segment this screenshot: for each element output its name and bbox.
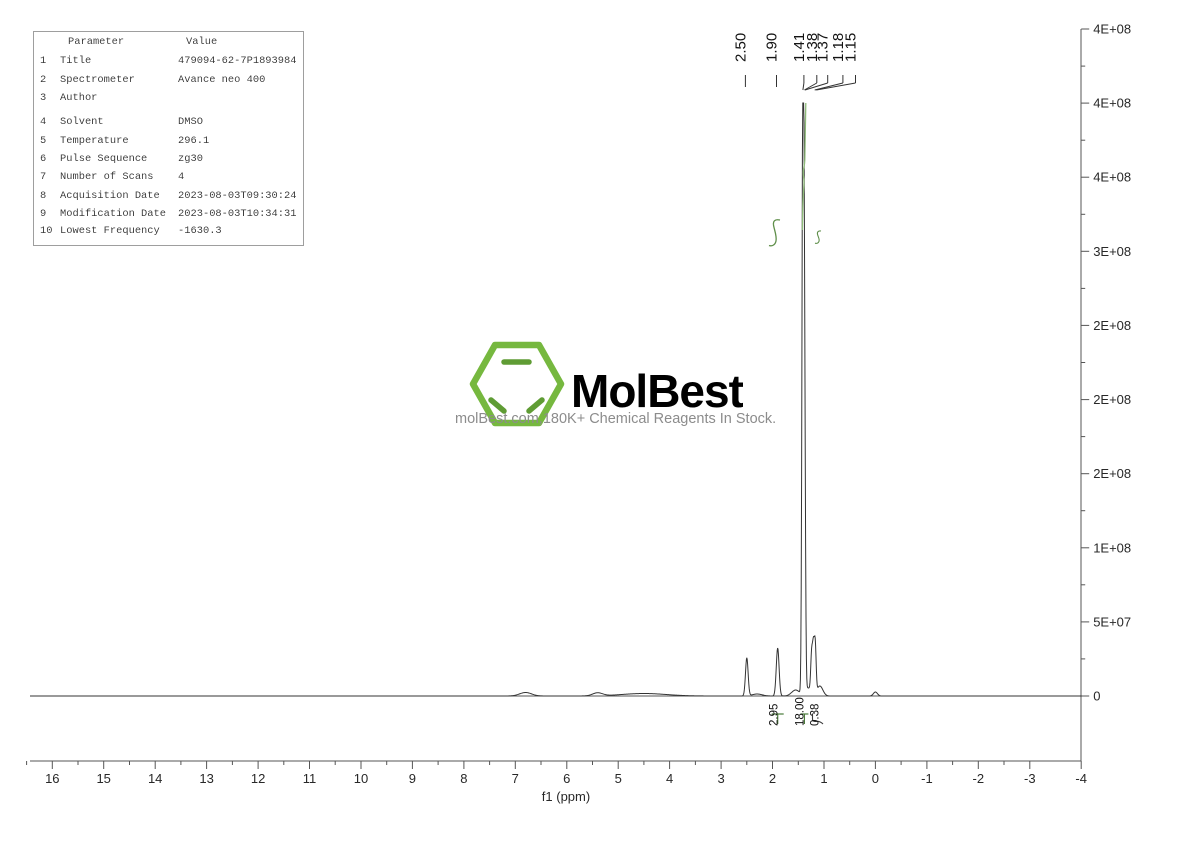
svg-text:9: 9 — [409, 771, 416, 786]
svg-text:7: 7 — [512, 771, 519, 786]
svg-text:4E+08: 4E+08 — [1093, 22, 1131, 37]
svg-text:4E+08: 4E+08 — [1093, 170, 1131, 185]
svg-text:18.00: 18.00 — [795, 697, 807, 726]
svg-text:15: 15 — [96, 771, 110, 786]
svg-text:0: 0 — [872, 771, 879, 786]
svg-text:1E+08: 1E+08 — [1093, 540, 1131, 555]
svg-text:1: 1 — [820, 771, 827, 786]
svg-text:3E+08: 3E+08 — [1093, 244, 1131, 259]
svg-text:3: 3 — [717, 771, 724, 786]
svg-text:0: 0 — [1093, 689, 1100, 704]
svg-text:5: 5 — [615, 771, 622, 786]
svg-text:14: 14 — [148, 771, 162, 786]
svg-text:2E+08: 2E+08 — [1093, 392, 1131, 407]
svg-text:4E+08: 4E+08 — [1093, 96, 1131, 111]
svg-text:13: 13 — [199, 771, 213, 786]
svg-text:8: 8 — [460, 771, 467, 786]
svg-text:1.15: 1.15 — [843, 33, 860, 62]
svg-text:11: 11 — [303, 771, 317, 786]
svg-text:1.90: 1.90 — [764, 33, 781, 62]
svg-text:2: 2 — [769, 771, 776, 786]
svg-text:2E+08: 2E+08 — [1093, 318, 1131, 333]
svg-text:4: 4 — [666, 771, 673, 786]
svg-text:-2: -2 — [973, 771, 985, 786]
svg-text:2E+08: 2E+08 — [1093, 466, 1131, 481]
svg-text:2.50: 2.50 — [732, 33, 749, 62]
svg-text:2.95: 2.95 — [769, 704, 781, 726]
svg-text:16: 16 — [45, 771, 59, 786]
svg-text:6: 6 — [563, 771, 570, 786]
svg-text:-3: -3 — [1024, 771, 1036, 786]
svg-text:-4: -4 — [1075, 771, 1087, 786]
svg-text:0.38: 0.38 — [810, 704, 822, 726]
svg-text:-1: -1 — [921, 771, 933, 786]
svg-text:f1 (ppm): f1 (ppm) — [542, 789, 590, 804]
svg-text:5E+07: 5E+07 — [1093, 614, 1131, 629]
svg-text:12: 12 — [251, 771, 265, 786]
svg-text:10: 10 — [354, 771, 368, 786]
